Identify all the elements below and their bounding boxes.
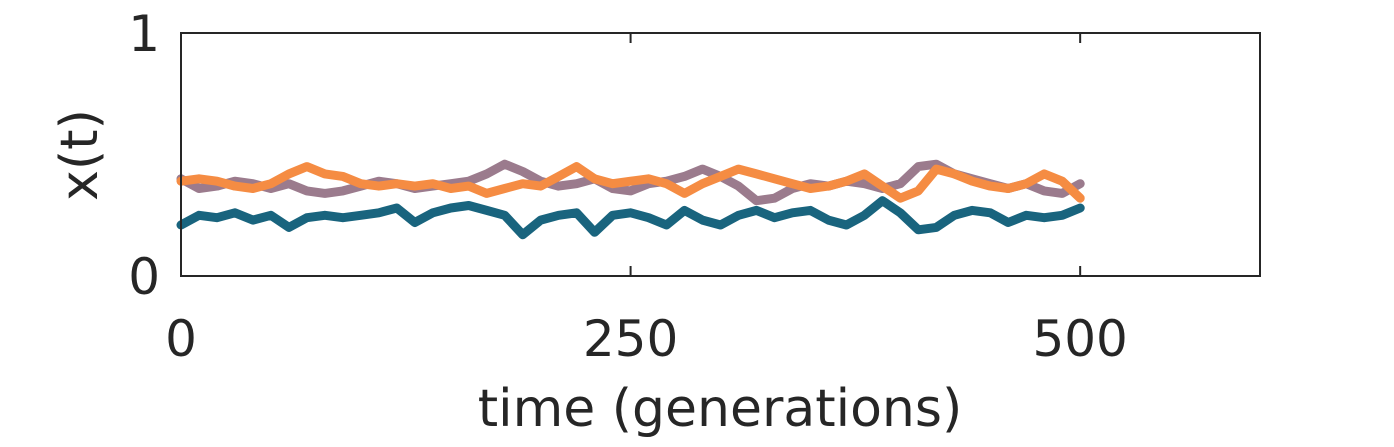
x-tick-label: 500 [1032, 310, 1127, 368]
series-line-3 [176, 162, 1085, 203]
y-tick-label: 1 [128, 5, 160, 63]
plot-frame [180, 32, 1261, 277]
axis-ticks [180, 32, 1260, 277]
series-line-1 [176, 159, 1085, 206]
y-tick-label: 0 [128, 248, 160, 306]
x-tick-label: 250 [583, 310, 678, 368]
series-line-2 [176, 196, 1085, 240]
x-tick-label: 0 [165, 310, 197, 368]
plot-series [176, 159, 1085, 240]
tick-labels: 0 250 500 0 1 [128, 5, 1128, 368]
y-axis-label: x(t) [50, 109, 110, 201]
x-axis-label: time (generations) [478, 379, 962, 439]
